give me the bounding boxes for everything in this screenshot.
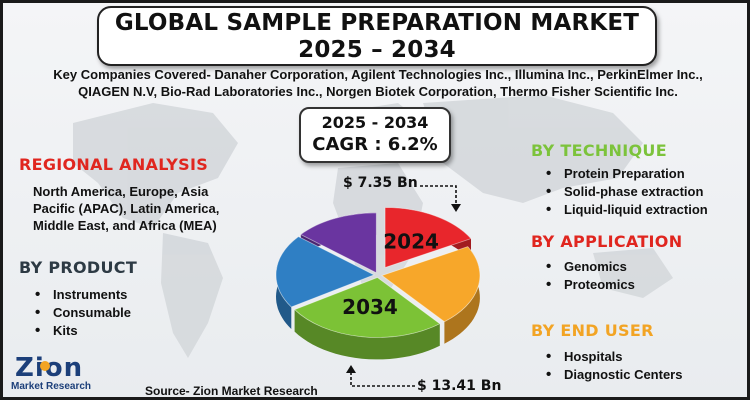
pie-slice xyxy=(381,246,481,323)
list-item: Solid-phase extraction xyxy=(544,183,708,201)
list-item: Kits xyxy=(33,322,131,340)
source-note: Source- Zion Market Research xyxy=(145,384,318,398)
zion-logo: Zion Market Research xyxy=(9,353,139,397)
pie-slice xyxy=(275,236,375,308)
arrow-2034 xyxy=(346,365,415,387)
title-banner: GLOBAL SAMPLE PREPARATION MARKET 2025 – … xyxy=(97,6,657,66)
companies-line-2: QIAGEN N.V, Bio-Rad Laboratories Inc., N… xyxy=(78,84,678,99)
list-item: Consumable xyxy=(33,304,131,322)
regional-text-line: Pacific (APAC), Latin America, xyxy=(33,201,220,216)
cagr-box: 2025 - 2034 CAGR : 6.2% xyxy=(299,107,451,163)
list-item: Proteomics xyxy=(544,276,635,294)
companies-line-1: Key Companies Covered- Danaher Corporati… xyxy=(53,67,703,82)
cagr-period: 2025 - 2034 xyxy=(321,113,429,132)
product-list: Instruments Consumable Kits xyxy=(33,286,131,340)
logo-sub-text: Market Research xyxy=(11,381,92,392)
product-heading: BY PRODUCT xyxy=(19,258,138,277)
page-title: GLOBAL SAMPLE PREPARATION MARKET xyxy=(114,10,640,36)
cagr-value: CAGR : 6.2% xyxy=(312,134,438,155)
list-item: Protein Preparation xyxy=(544,165,708,183)
list-item: Hospitals xyxy=(544,348,682,366)
pie-slice-side xyxy=(294,309,440,360)
regional-heading: REGIONAL ANALYSIS xyxy=(19,155,209,174)
pie-year-label: 2024 xyxy=(383,230,439,254)
market-pie-chart: 2024 2034 xyxy=(275,207,481,360)
list-item: Genomics xyxy=(544,258,635,276)
regional-text: North America, Europe, Asia Pacific (APA… xyxy=(33,183,273,234)
list-item: Instruments xyxy=(33,286,131,304)
pie-slice xyxy=(293,276,441,338)
title-period: 2025 – 2034 xyxy=(298,37,456,63)
pie-slices xyxy=(275,207,481,338)
end-user-heading: BY END USER xyxy=(531,321,654,340)
application-heading: BY APPLICATION xyxy=(531,232,683,251)
technique-heading: BY TECHNIQUE xyxy=(531,141,667,160)
list-item: Liquid-liquid extraction xyxy=(544,201,708,219)
pie-slice xyxy=(300,212,377,274)
regional-text-line: North America, Europe, Asia xyxy=(33,184,209,199)
regional-text-line: Middle East, and Africa (MEA) xyxy=(33,218,217,233)
value-2024-label: $ 7.35 Bn xyxy=(343,175,418,191)
technique-list: Protein Preparation Solid-phase extracti… xyxy=(544,165,708,219)
logo-dot xyxy=(40,361,50,371)
pie-slice xyxy=(384,207,472,269)
value-2034-label: $ 13.41 Bn xyxy=(417,378,502,394)
pie-year-label: 2034 xyxy=(342,295,398,319)
end-user-list: Hospitals Diagnostic Centers xyxy=(544,348,682,384)
key-companies: Key Companies Covered- Danaher Corporati… xyxy=(9,66,747,100)
arrow-2024 xyxy=(420,185,461,212)
pie-labels: 2024 2034 xyxy=(342,230,439,319)
application-list: Genomics Proteomics xyxy=(544,258,635,294)
list-item: Diagnostic Centers xyxy=(544,366,682,384)
